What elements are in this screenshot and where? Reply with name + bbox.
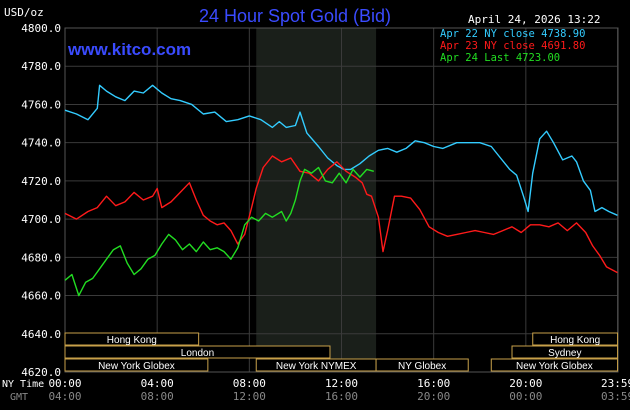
market-sessions: Hong Kong London New York Globex New York N… (64, 332, 619, 372)
x-tick-label-ny: 16:00 (417, 377, 450, 390)
x-tick-label-gmt: 12:00 (233, 390, 266, 403)
market-session-box (490, 358, 619, 372)
legend-item-apr23: Apr 23 NY close 4691.80 (440, 40, 585, 52)
y-tick-label: 4640.0 (21, 328, 61, 341)
market-session-label: Hong Kong (550, 335, 600, 346)
market-session-box (64, 345, 331, 359)
session-shade (256, 28, 377, 372)
x-tick-label-gmt: 08:00 (141, 390, 174, 403)
legend-item-apr24: Apr 24 Last 4723.00 (440, 52, 560, 64)
y-tick-label: 4680.0 (21, 251, 61, 264)
x-tick-label-gmt: 04:00 (48, 390, 81, 403)
x-tick-label-gmt: 20:00 (417, 390, 450, 403)
x-tick-label-ny: 23:59 (601, 377, 630, 390)
market-session-label: New York NYMEX (276, 361, 357, 372)
x-tick-label-gmt: 00:00 (509, 390, 542, 403)
y-tick-label: 4660.0 (21, 290, 61, 303)
y-tick-label: 4620.0 (21, 366, 61, 379)
x-tick-label-gmt: 03:59 (601, 390, 630, 403)
y-tick-label: 4720.0 (21, 175, 61, 188)
x-tick-label-ny: 00:00 (48, 377, 81, 390)
y-axis: 4800.0 4780.0 4760.0 4740.0 4720.0 4700.0 4680… (21, 22, 61, 379)
y-tick-label: 4760.0 (21, 98, 61, 111)
series-line-1 (64, 155, 618, 274)
x-tick-label-ny: 12:00 (325, 377, 358, 390)
market-session-label: New York Globex (516, 361, 593, 372)
x-axis-label-gmt: GMT (10, 392, 28, 403)
unit-label: USD/oz (4, 6, 44, 19)
market-session-box (375, 358, 469, 372)
series-lines (64, 84, 618, 297)
market-session-box (532, 332, 619, 346)
market-session-label: London (181, 348, 214, 359)
market-session-label: New York Globex (98, 361, 175, 372)
y-tick-label: 4740.0 (21, 137, 61, 150)
market-session-label: Hong Kong (107, 335, 157, 346)
x-tick-label-ny: 08:00 (233, 377, 266, 390)
market-session-box (64, 332, 200, 346)
site-link[interactable]: www.kitco.com (67, 40, 191, 59)
market-session-label: NY Globex (398, 361, 446, 372)
x-tick-label-ny: 20:00 (509, 377, 542, 390)
x-tick-label-gmt: 16:00 (325, 390, 358, 403)
series-line-0 (64, 84, 618, 216)
market-session-label: Sydney (548, 348, 581, 359)
market-session-box (511, 345, 619, 359)
market-session-box (64, 358, 209, 372)
legend-item-apr22: Apr 22 NY close 4738.90 (440, 28, 585, 40)
x-axis: 00:0004:0004:0008:0008:0012:0012:0016:00… (48, 377, 630, 403)
series-line-2 (64, 166, 374, 297)
x-axis-label-ny: NY Time (2, 379, 44, 390)
y-tick-label: 4780.0 (21, 60, 61, 73)
x-tick-label-ny: 04:00 (141, 377, 174, 390)
legend: Apr 22 NY close 4738.90 Apr 23 NY close … (440, 28, 585, 64)
datetime-label: April 24, 2026 13:22 (468, 13, 600, 26)
y-tick-label: 4700.0 (21, 213, 61, 226)
y-tick-label: 4800.0 (21, 22, 61, 35)
chart-title: 24 Hour Spot Gold (Bid) (199, 6, 391, 26)
plot-frame (64, 27, 619, 373)
